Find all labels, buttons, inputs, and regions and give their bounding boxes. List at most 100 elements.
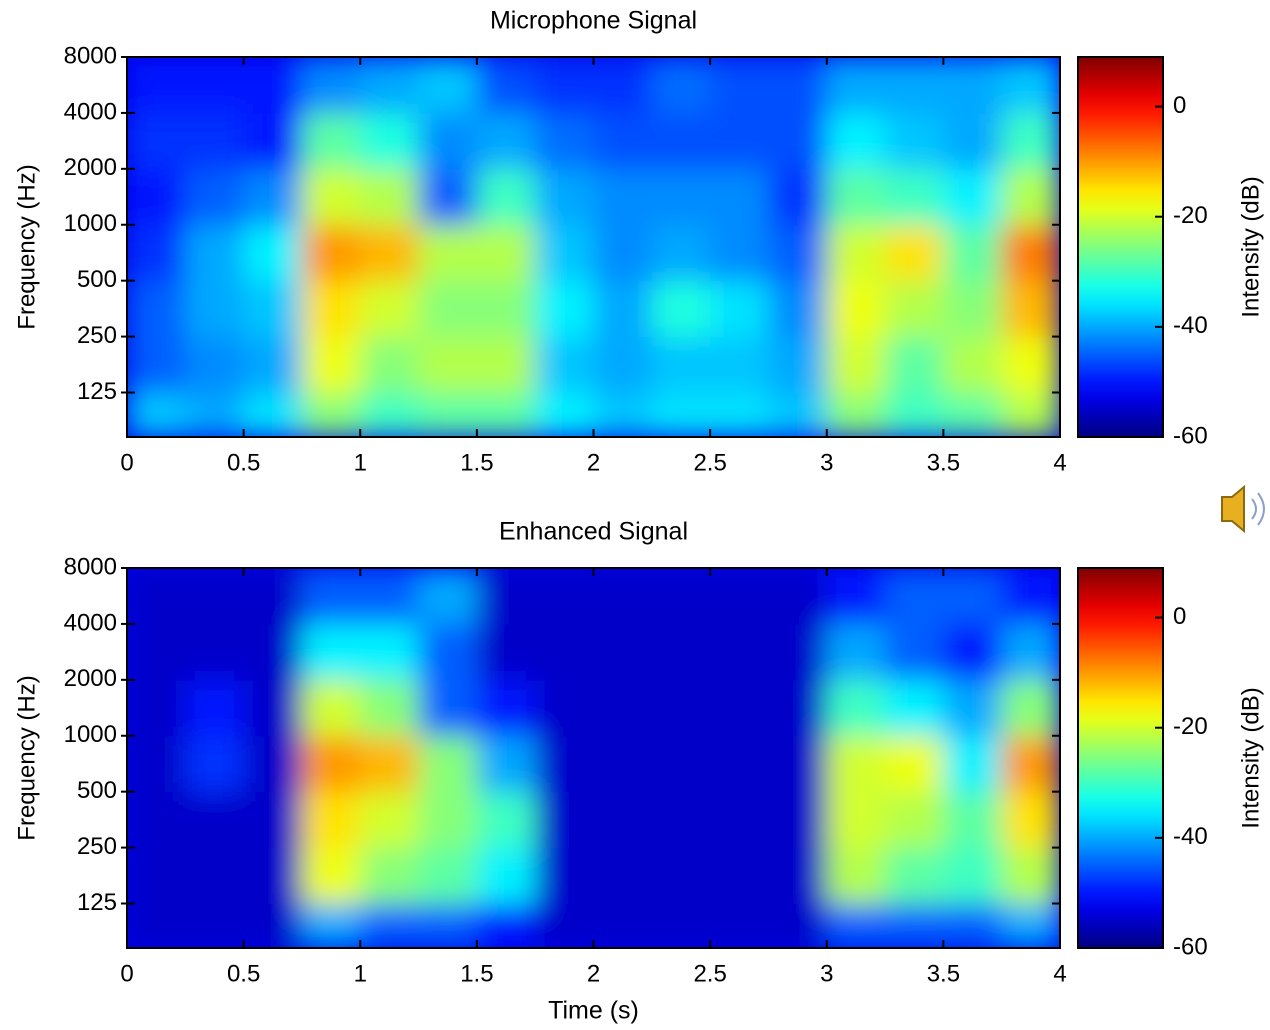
heatmap-cell [535, 679, 594, 737]
heatmap-cell [768, 112, 828, 170]
heatmap-cell [710, 791, 769, 849]
heatmap-cell [185, 679, 245, 737]
heatmap-cell [243, 280, 303, 338]
heatmap-cell [185, 392, 245, 437]
heatmap-cell [301, 280, 361, 338]
heatmap [127, 57, 1060, 437]
heatmap-cell [943, 568, 1003, 625]
x-tick-label: 0 [120, 960, 133, 987]
heatmap-cell [243, 112, 303, 170]
heatmap-cell [710, 679, 769, 737]
heatmap-cell [885, 392, 944, 437]
heatmap-cell [651, 847, 711, 904]
y-tick-label: 125 [77, 889, 117, 916]
heatmap-cell [651, 903, 711, 948]
heatmap-cell [826, 57, 886, 114]
heatmap-cell [301, 791, 361, 849]
heatmap-cell [593, 280, 653, 338]
heatmap-cell [768, 847, 828, 904]
heatmap-cell [185, 112, 245, 170]
x-tick-label: 0 [120, 449, 133, 476]
heatmap-cell [476, 568, 536, 625]
heatmap-cell [710, 224, 769, 282]
heatmap-cell [360, 735, 420, 793]
heatmap-cell [1001, 392, 1060, 437]
heatmap-cell [1001, 168, 1060, 226]
heatmap-cell [127, 392, 186, 437]
heatmap-cells [127, 57, 1060, 437]
y-axis-label: Frequency (Hz) [13, 675, 40, 840]
heatmap-cell [301, 224, 361, 282]
x-tick-label: 4 [1053, 960, 1066, 987]
x-tick-label: 1 [354, 960, 367, 987]
heatmap-cell [768, 280, 828, 338]
heatmap-cell [768, 903, 828, 948]
heatmap-cell [360, 903, 420, 948]
heatmap-cell [651, 568, 711, 625]
heatmap-cell [710, 392, 769, 437]
speaker-icon[interactable] [1221, 484, 1265, 534]
heatmap-cell [651, 224, 711, 282]
heatmap-cell [826, 623, 886, 681]
heatmap-cell [476, 903, 536, 948]
heatmap-cell [651, 336, 711, 393]
heatmap-cell [826, 224, 886, 282]
heatmap-cell [1001, 623, 1060, 681]
heatmap-cell [651, 112, 711, 170]
heatmap-cell [593, 735, 653, 793]
heatmap-cell [535, 336, 594, 393]
heatmap-cell [826, 903, 886, 948]
heatmap-cell [301, 168, 361, 226]
heatmap-cell [943, 57, 1003, 114]
heatmap-cell [768, 568, 828, 625]
heatmap-cell [535, 847, 594, 904]
heatmap-cell [1001, 903, 1060, 948]
heatmap-cell [593, 903, 653, 948]
heatmap-cell [418, 112, 478, 170]
heatmap-cell [1001, 568, 1060, 625]
heatmap-cell [768, 679, 828, 737]
heatmap-cell [360, 224, 420, 282]
heatmap-cell [826, 112, 886, 170]
heatmap-cell [127, 336, 186, 393]
heatmap-cell [418, 392, 478, 437]
heatmap-cell [476, 57, 536, 114]
heatmap-cell [943, 903, 1003, 948]
heatmap-cell [885, 336, 944, 393]
x-tick-label: 3 [820, 960, 833, 987]
colorbar-tick-label: -40 [1173, 823, 1208, 850]
heatmap-cell [710, 112, 769, 170]
heatmap-cell [476, 224, 536, 282]
heatmap-cell [243, 847, 303, 904]
heatmap-cell [885, 57, 944, 114]
heatmap-cell [535, 280, 594, 338]
heatmap-cell [768, 392, 828, 437]
colorbar-label: Intensity (dB) [1237, 176, 1264, 317]
heatmap-cell [360, 168, 420, 226]
heatmap-cell [185, 847, 245, 904]
heatmap-cell [127, 57, 186, 114]
heatmap-cell [476, 735, 536, 793]
heatmap-cell [360, 336, 420, 393]
heatmap-cell [476, 112, 536, 170]
heatmap-cell [301, 57, 361, 114]
heatmap-cell [885, 679, 944, 737]
heatmap-cell [885, 735, 944, 793]
y-tick-label: 4000 [64, 609, 117, 636]
x-tick-label: 1.5 [460, 449, 493, 476]
heatmap-cell [710, 168, 769, 226]
heatmap-cell [243, 57, 303, 114]
heatmap-cell [943, 224, 1003, 282]
heatmap-cell [651, 679, 711, 737]
heatmap-cell [185, 735, 245, 793]
heatmap-cell [710, 280, 769, 338]
heatmap-cell [243, 336, 303, 393]
heatmap-cell [710, 57, 769, 114]
heatmap-cell [593, 679, 653, 737]
x-tick-label: 2 [587, 449, 600, 476]
heatmap-cell [127, 623, 186, 681]
heatmap-cell [826, 168, 886, 226]
heatmap-cell [710, 847, 769, 904]
heatmap-cell [301, 336, 361, 393]
